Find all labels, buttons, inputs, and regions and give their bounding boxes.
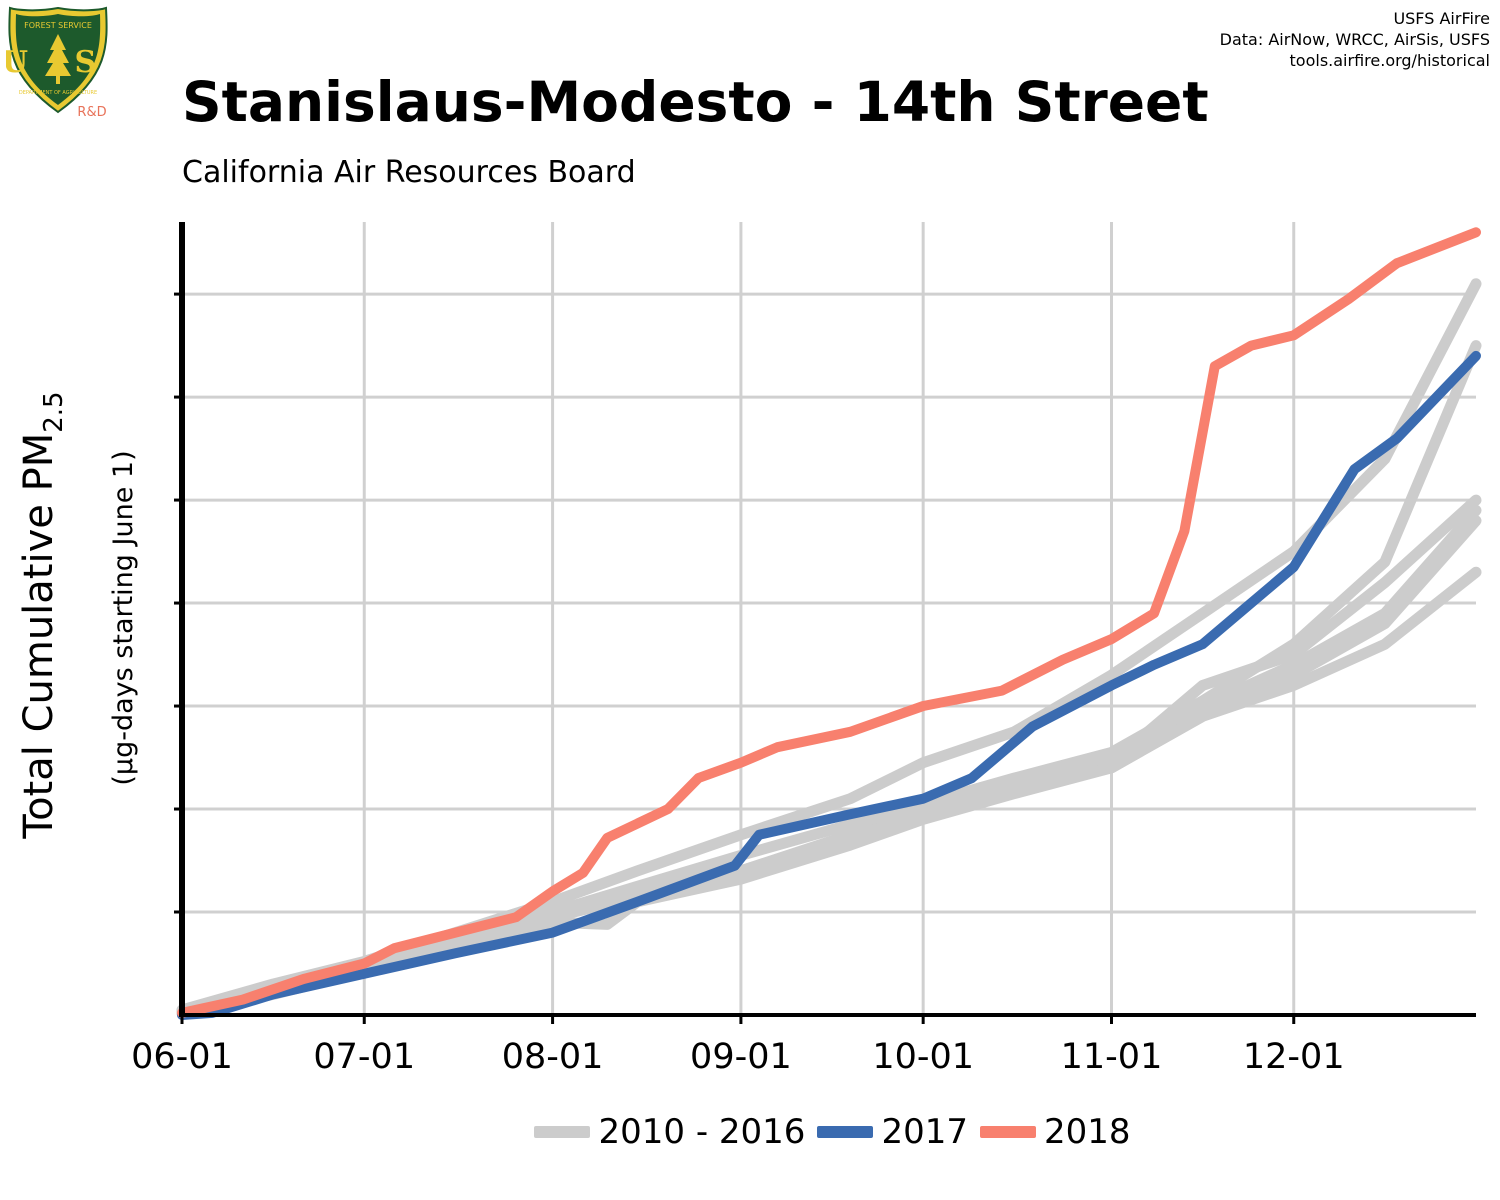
- logo-badge: R&D: [77, 105, 106, 118]
- series-line-historical-5: [176, 515, 1482, 1018]
- grid-layer: [182, 222, 1476, 1015]
- y-axis-label: Total Cumulative PM2.5: [16, 391, 69, 839]
- legend-swatch-historical: [534, 1126, 591, 1138]
- y-axis-label-subscript: 2.5: [39, 391, 69, 432]
- credit-line-2: Data: AirNow, WRCC, AirSis, USFS: [1219, 30, 1490, 49]
- y-axis-label-text: Total Cumulative PM: [16, 433, 62, 840]
- x-tick-label: 11-01: [1061, 1037, 1163, 1077]
- legend-item-historical: 2010 - 2016: [534, 1112, 805, 1152]
- credit-line-1: USFS AirFire: [1393, 9, 1490, 28]
- series-line-2017: [177, 350, 1481, 1020]
- legend-swatch-2017: [817, 1126, 874, 1138]
- x-tick-label: 06-01: [131, 1037, 233, 1077]
- legend-item-2018: 2018: [979, 1112, 1131, 1152]
- credit-line-3: tools.airfire.org/historical: [1289, 51, 1490, 70]
- legend-swatch-2018: [979, 1126, 1036, 1138]
- series-line-historical-4: [176, 504, 1482, 1019]
- logo-top-text: FOREST SERVICE: [24, 21, 92, 30]
- x-tick-label: 10-01: [872, 1037, 974, 1077]
- x-tick-label: 07-01: [313, 1037, 415, 1077]
- legend-label-2017: 2017: [881, 1112, 968, 1152]
- legend-label-historical: 2010 - 2016: [598, 1112, 806, 1152]
- series-line-2018: [177, 227, 1481, 1018]
- legend-item-2017: 2017: [817, 1112, 968, 1152]
- logo-bottom-text: DEPARTMENT OF AGRICULTURE: [19, 90, 97, 96]
- y-axis-sublabel: (µg-days starting June 1): [108, 450, 139, 785]
- series-layer: [176, 227, 1482, 1020]
- series-line-historical-6: [176, 566, 1482, 1019]
- x-tick-label: 08-01: [502, 1037, 604, 1077]
- chart-subtitle: California Air Resources Board: [182, 155, 636, 190]
- x-tick-label: 12-01: [1243, 1037, 1345, 1077]
- legend-label-2018: 2018: [1043, 1112, 1131, 1152]
- usfs-shield-logo-icon: FOREST SERVICE U S DEPARTMENT OF AGRICUL…: [6, 6, 108, 118]
- credits-block: USFS AirFire Data: AirNow, WRCC, AirSis,…: [1220, 8, 1490, 71]
- axes-layer: 06-01 07-01 08-01 09-01 10-01 11-01 12-01: [131, 222, 1476, 1077]
- legend: 2010 - 2016 2017 2018: [0, 1112, 1500, 1152]
- x-tick-label: 09-01: [690, 1037, 792, 1077]
- chart-title: Stanislaus-Modesto - 14th Street: [182, 70, 1209, 134]
